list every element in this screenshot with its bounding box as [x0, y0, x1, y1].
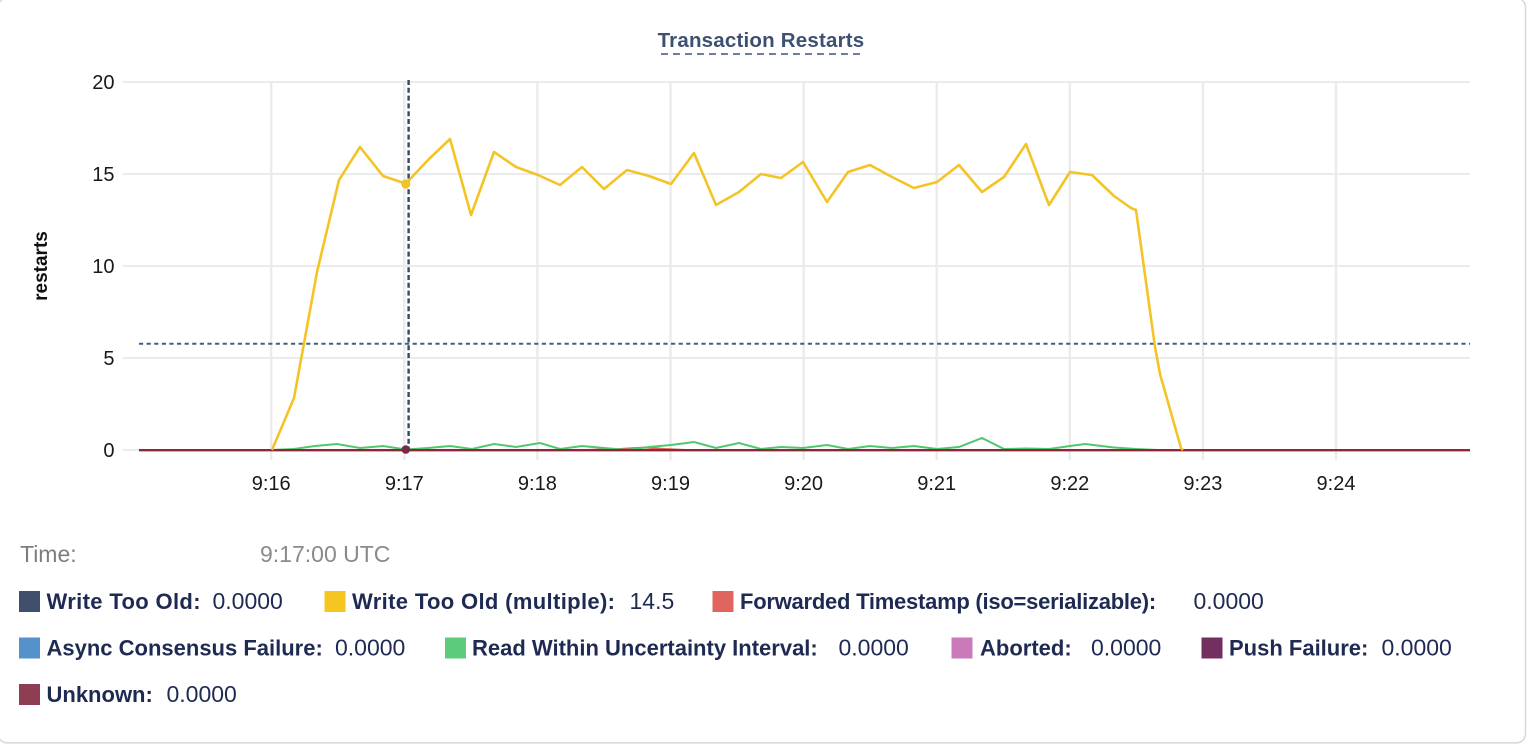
svg-text:0.0000: 0.0000 [839, 635, 909, 661]
svg-text:9:17:00 UTC: 9:17:00 UTC [260, 541, 390, 567]
svg-text:Aborted:: Aborted: [980, 636, 1072, 661]
svg-text:9:24: 9:24 [1317, 473, 1356, 495]
svg-text:9:20: 9:20 [784, 473, 823, 495]
svg-text:0: 0 [103, 440, 114, 462]
svg-text:0.0000: 0.0000 [213, 588, 283, 614]
svg-text:Time:: Time: [20, 541, 77, 567]
svg-text:9:18: 9:18 [518, 473, 557, 495]
svg-text:Async Consensus Failure:: Async Consensus Failure: [47, 636, 323, 661]
svg-text:0.0000: 0.0000 [335, 635, 405, 661]
svg-text:Write Too Old (multiple):: Write Too Old (multiple): [352, 589, 615, 614]
svg-text:9:19: 9:19 [651, 473, 690, 495]
svg-text:Push Failure:: Push Failure: [1229, 636, 1368, 661]
svg-text:Forwarded Timestamp (iso=seria: Forwarded Timestamp (iso=serializable): [740, 589, 1156, 614]
svg-text:Write Too Old:: Write Too Old: [47, 589, 201, 614]
svg-text:15: 15 [92, 164, 114, 186]
svg-text:restarts: restarts [31, 231, 52, 301]
svg-text:0.0000: 0.0000 [167, 681, 237, 707]
svg-text:Unknown:: Unknown: [47, 682, 153, 707]
svg-text:9:16: 9:16 [252, 473, 291, 495]
svg-text:0.0000: 0.0000 [1091, 635, 1161, 661]
svg-text:20: 20 [92, 72, 114, 94]
svg-text:Read Within Uncertainty Interv: Read Within Uncertainty Interval: [472, 636, 818, 661]
svg-text:5: 5 [103, 348, 114, 370]
svg-text:14.5: 14.5 [630, 588, 675, 614]
svg-text:9:22: 9:22 [1050, 473, 1089, 495]
svg-text:10: 10 [92, 256, 114, 278]
svg-text:9:21: 9:21 [917, 473, 956, 495]
svg-text:9:17: 9:17 [385, 473, 424, 495]
svg-text:0.0000: 0.0000 [1194, 588, 1264, 614]
svg-text:9:23: 9:23 [1183, 473, 1222, 495]
svg-text:Transaction Restarts: Transaction Restarts [658, 29, 865, 52]
svg-text:0.0000: 0.0000 [1382, 635, 1452, 661]
